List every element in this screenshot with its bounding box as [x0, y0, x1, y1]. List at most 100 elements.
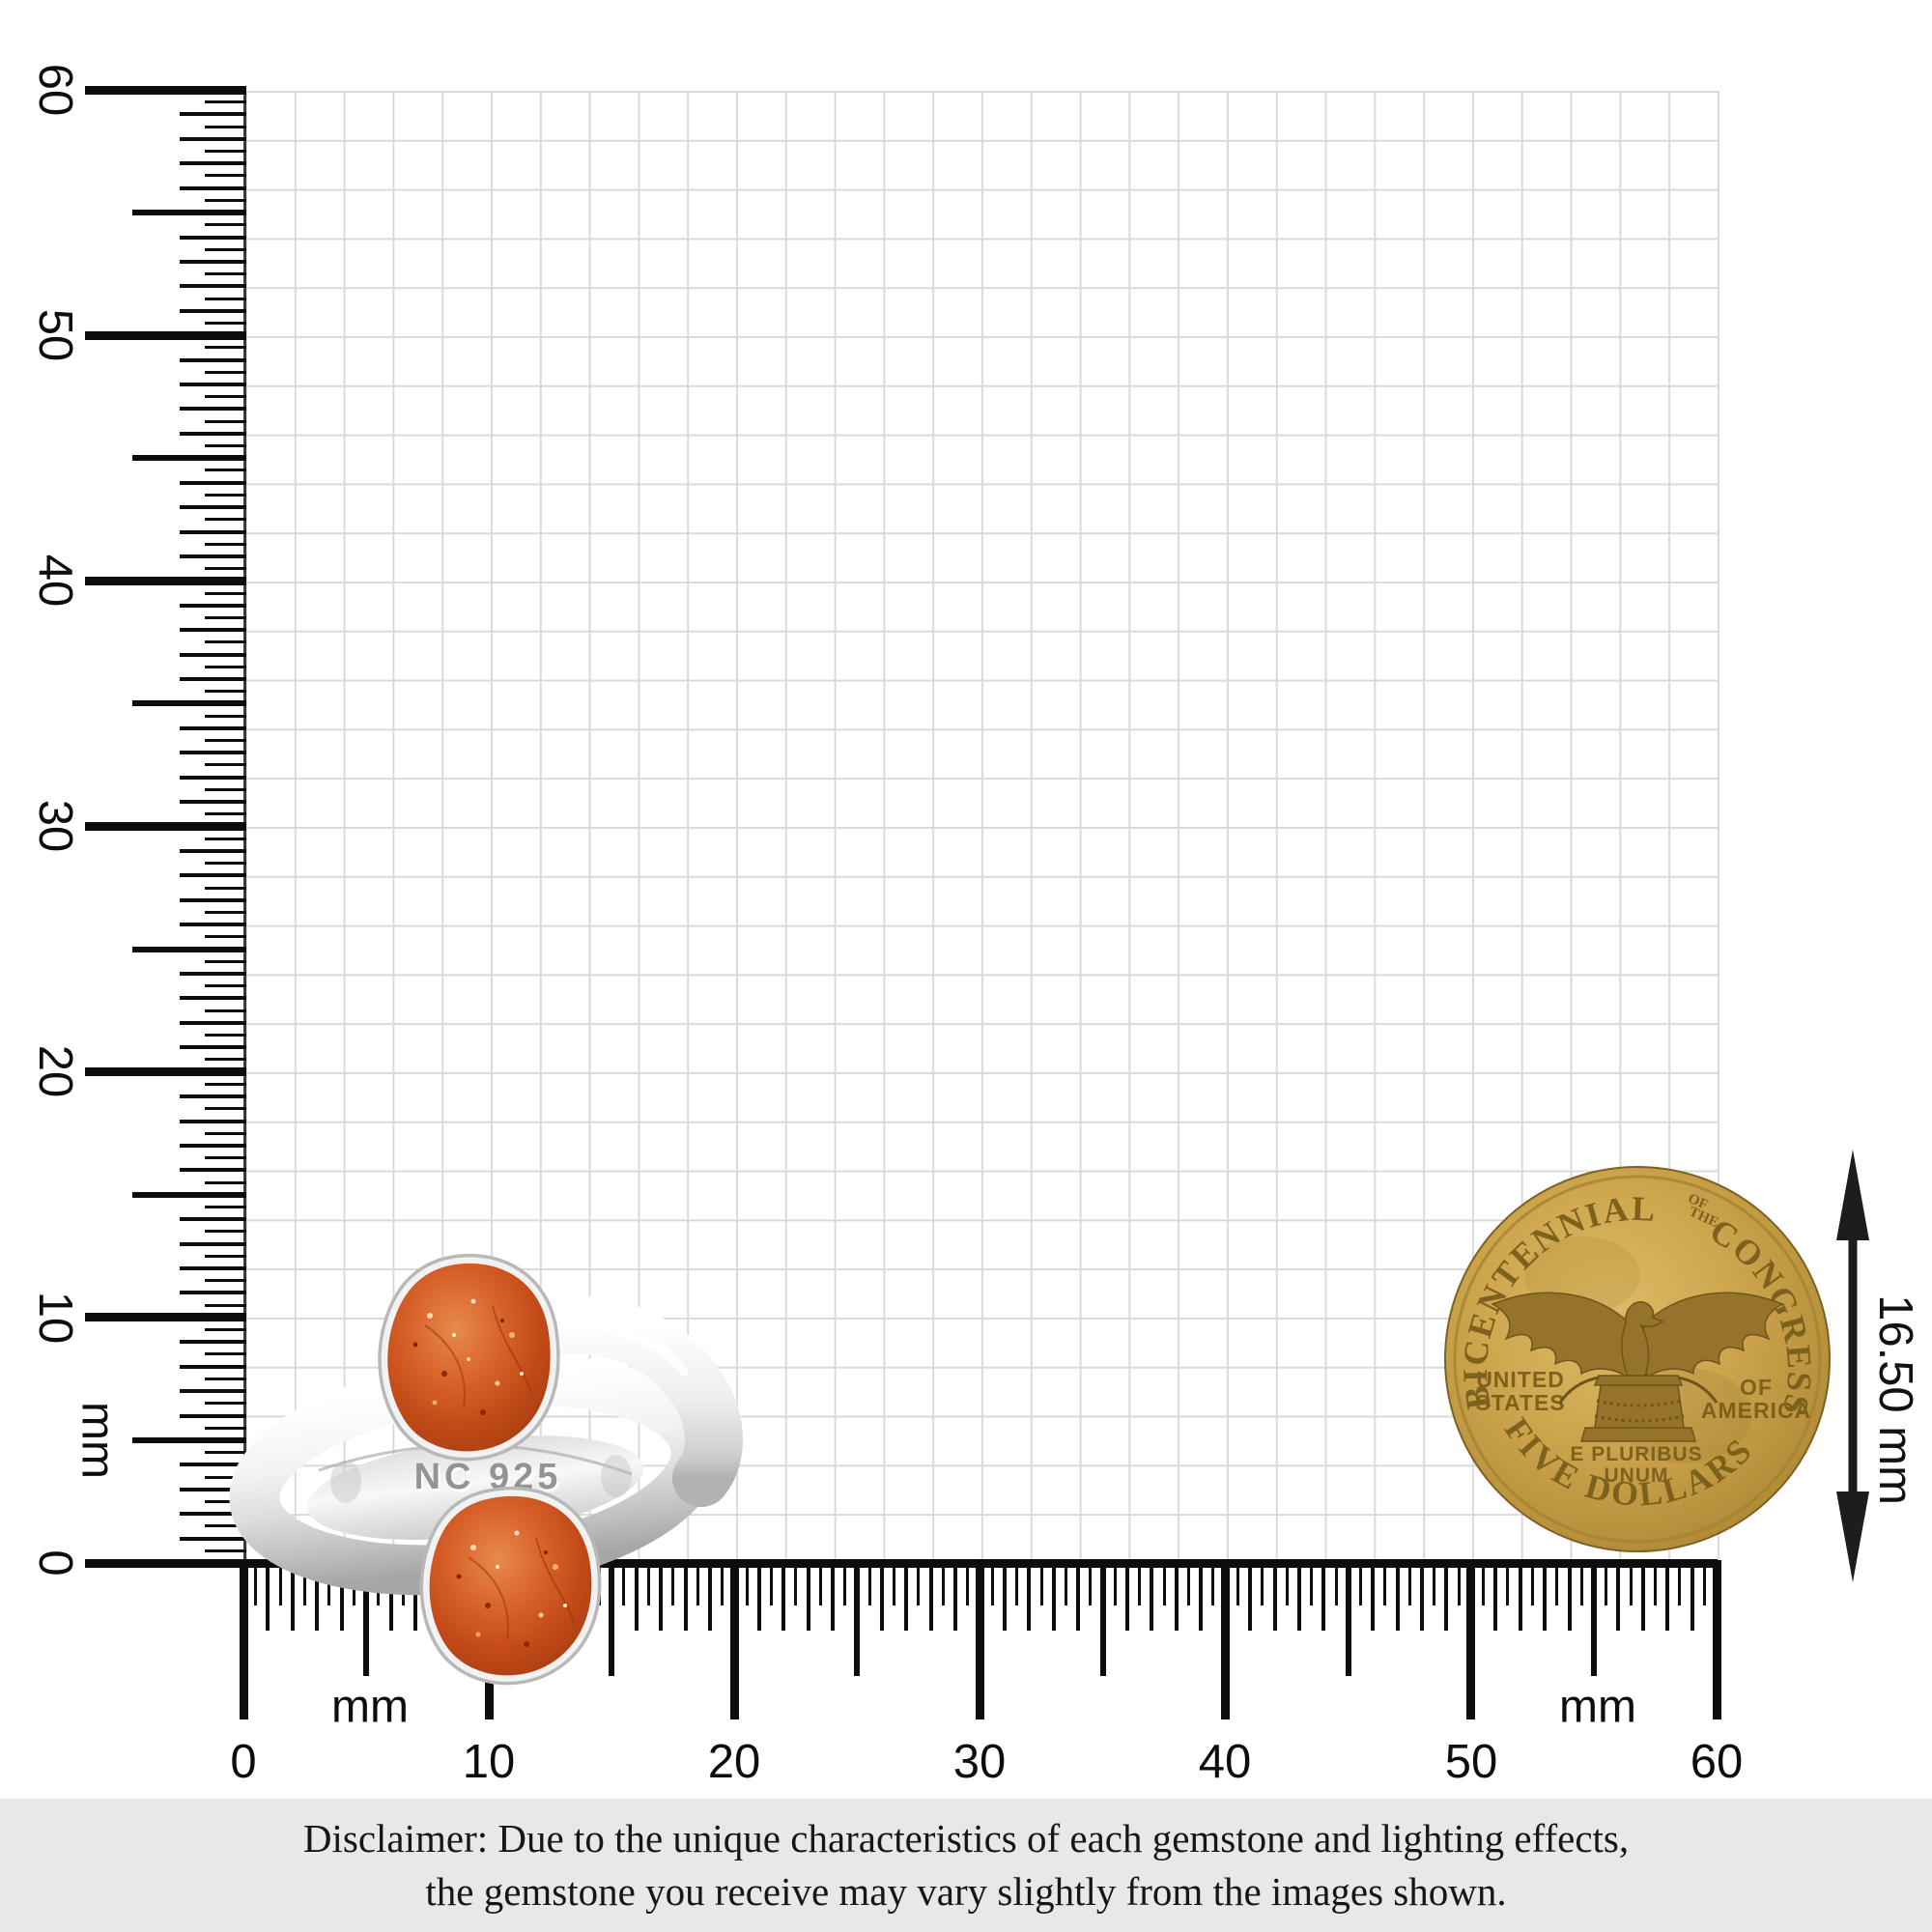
v-ruler-tick	[180, 505, 246, 510]
h-ruler-tick	[769, 1560, 773, 1605]
v-ruler-tick	[205, 567, 246, 571]
v-ruler-tick	[205, 346, 246, 350]
v-ruler-tick	[180, 431, 246, 436]
v-ruler-tick	[180, 1413, 246, 1418]
v-ruler-tick	[205, 1009, 246, 1012]
h-ruler-tick	[278, 1560, 282, 1605]
v-ruler-tick	[180, 554, 246, 558]
v-ruler-tick	[132, 210, 246, 216]
h-ruler-tick	[729, 1560, 739, 1719]
v-ruler-tick	[180, 529, 246, 534]
v-ruler-tick	[180, 1291, 246, 1295]
v-ruler-tick	[205, 1131, 246, 1135]
v-ruler-tick	[180, 652, 246, 657]
h-ruler-tick	[1358, 1560, 1362, 1605]
coin-america: AMERICA	[1701, 1398, 1811, 1423]
v-ruler-tick	[180, 996, 246, 1001]
v-ruler-tick	[205, 370, 246, 374]
h-ruler-tick	[1125, 1560, 1129, 1631]
v-ruler-tick	[205, 518, 246, 522]
coin-of: OF	[1740, 1375, 1773, 1400]
v-ruler-tick	[205, 1058, 246, 1062]
v-ruler-tick	[132, 455, 246, 462]
h-ruler-label-0: 0	[230, 1736, 257, 1788]
v-ruler-tick	[205, 469, 246, 472]
v-ruler-tick	[180, 1241, 246, 1246]
v-ruler-tick	[205, 1303, 246, 1307]
h-ruler-tick	[976, 1560, 984, 1719]
v-ruler-tick	[85, 1067, 246, 1077]
v-ruler-tick	[205, 862, 246, 866]
v-ruler-tick	[180, 1168, 246, 1173]
h-ruler-tick	[339, 1560, 344, 1631]
inner-smudge-left	[330, 1461, 361, 1503]
v-ruler-tick	[205, 395, 246, 399]
h-ruler-tick	[1555, 1560, 1559, 1605]
v-ruler-tick	[205, 1475, 246, 1479]
h-ruler-tick	[1236, 1560, 1239, 1605]
h-ruler-tick	[1138, 1560, 1142, 1605]
v-ruler-tick	[205, 1402, 246, 1406]
v-ruler-tick	[132, 1436, 246, 1443]
v-ruler-tick	[205, 591, 246, 595]
h-ruler-tick	[1605, 1560, 1608, 1605]
h-ruler-tick	[806, 1560, 810, 1631]
v-ruler-label-50: 50	[29, 308, 81, 362]
v-ruler-tick	[180, 259, 246, 264]
h-ruler-tick	[1187, 1560, 1191, 1605]
h-ruler-tick	[646, 1560, 650, 1605]
v-ruler-tick	[205, 1548, 246, 1552]
inner-smudge-right	[601, 1455, 632, 1497]
h-ruler-tick	[893, 1560, 896, 1605]
h-ruler-label-40: 40	[1198, 1736, 1252, 1788]
v-ruler-tick	[180, 725, 246, 730]
h-ruler-tick	[1296, 1560, 1301, 1631]
h-ruler-tick	[1383, 1560, 1387, 1605]
v-ruler-label-0: 0	[29, 1549, 81, 1577]
v-ruler-tick	[180, 1020, 246, 1025]
v-ruler-label-20: 20	[29, 1044, 81, 1098]
v-ruler-tick	[180, 1364, 246, 1369]
v-ruler-tick	[205, 812, 246, 816]
v-ruler-tick	[205, 1180, 246, 1184]
h-ruler-tick	[831, 1560, 835, 1631]
v-ruler-tick	[205, 198, 246, 202]
v-ruler-tick	[205, 1107, 246, 1111]
v-ruler-tick	[205, 1451, 246, 1455]
h-ruler-tick	[239, 1560, 248, 1719]
coin-legend-of: OF	[1686, 1191, 1711, 1213]
h-ruler-tick	[1272, 1560, 1277, 1631]
v-ruler-tick	[205, 1156, 246, 1160]
h-ruler-tick	[1518, 1560, 1522, 1631]
v-ruler-tick	[85, 1313, 246, 1322]
h-ruler-tick	[1690, 1560, 1694, 1631]
h-ruler-tick	[1345, 1560, 1351, 1676]
v-ruler-label-60: 60	[29, 63, 81, 117]
h-ruler-tick	[1616, 1560, 1621, 1631]
v-ruler-tick	[205, 542, 246, 546]
v-ruler-tick	[205, 493, 246, 497]
v-ruler-tick	[180, 972, 246, 976]
bottom-gemstone	[419, 1486, 602, 1686]
coin-motto-1: E PLURIBUS	[1570, 1443, 1702, 1465]
h-ruler-tick	[721, 1560, 724, 1605]
sunstone-ring-photo: NC 925 NC 925	[229, 1253, 743, 1686]
v-ruler-tick	[205, 837, 246, 840]
h-ruler-tick	[254, 1560, 258, 1605]
h-ruler-tick	[1678, 1560, 1682, 1605]
h-ruler-tick	[1211, 1560, 1215, 1605]
h-ruler-tick	[1640, 1560, 1645, 1631]
reference-coin-photo: BICENTENNIAL CONGRESS OF THE FIVE DOLLAR…	[1444, 1166, 1831, 1552]
v-ruler-tick	[180, 1094, 246, 1099]
h-ruler-tick	[1420, 1560, 1424, 1631]
h-ruler-label-20: 20	[707, 1736, 761, 1788]
v-ruler-tick	[132, 700, 246, 707]
v-ruler-tick	[180, 136, 246, 141]
h-ruler-tick	[854, 1560, 861, 1676]
v-ruler-tick	[180, 1119, 246, 1123]
h-ruler-tick	[1395, 1560, 1400, 1631]
v-ruler-tick	[180, 923, 246, 927]
h-ruler-tick	[266, 1560, 270, 1631]
v-ruler-tick	[180, 677, 246, 681]
v-ruler-tick	[180, 1340, 246, 1345]
